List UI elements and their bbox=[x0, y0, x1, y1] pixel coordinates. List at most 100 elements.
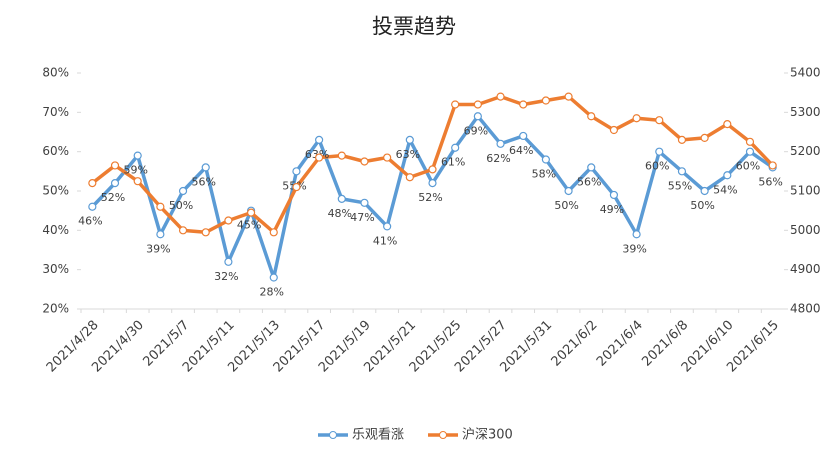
point bbox=[700, 186, 709, 196]
point bbox=[609, 125, 619, 135]
point bbox=[360, 198, 369, 207]
point bbox=[133, 151, 142, 160]
point bbox=[224, 257, 233, 266]
point bbox=[383, 153, 392, 162]
data-label: 56% bbox=[577, 175, 601, 188]
y2-tick-label: 5100 bbox=[790, 184, 821, 198]
data-label: 41% bbox=[373, 234, 397, 247]
data-label: 52% bbox=[418, 191, 442, 204]
chart-title: 投票趋势 bbox=[372, 15, 456, 39]
data-label: 49% bbox=[600, 203, 624, 216]
point bbox=[428, 179, 437, 188]
point bbox=[655, 116, 664, 125]
point bbox=[655, 147, 664, 156]
point bbox=[88, 202, 97, 211]
y-tick-label: 70% bbox=[42, 105, 69, 119]
point bbox=[110, 161, 120, 170]
y2-tick-label: 4900 bbox=[790, 262, 821, 276]
legend-marker bbox=[439, 431, 448, 439]
point bbox=[224, 216, 233, 225]
point bbox=[564, 92, 573, 101]
point bbox=[201, 163, 210, 172]
data-label: 47% bbox=[350, 211, 374, 224]
data-label: 45% bbox=[237, 219, 261, 232]
point bbox=[292, 182, 301, 192]
point bbox=[451, 100, 460, 109]
data-label: 63% bbox=[396, 148, 420, 161]
data-label: 28% bbox=[260, 286, 284, 299]
point bbox=[88, 179, 97, 188]
point bbox=[587, 163, 596, 172]
point bbox=[451, 143, 460, 152]
point bbox=[496, 92, 505, 101]
point bbox=[428, 165, 437, 174]
data-label: 50% bbox=[169, 199, 193, 212]
y-tick-label: 30% bbox=[42, 262, 69, 276]
y-tick-label: 60% bbox=[42, 144, 69, 158]
point bbox=[768, 161, 777, 170]
point bbox=[700, 133, 709, 142]
point bbox=[519, 131, 528, 141]
point bbox=[156, 230, 165, 239]
data-label: 60% bbox=[736, 160, 760, 173]
point bbox=[383, 222, 392, 231]
data-label: 56% bbox=[758, 175, 782, 188]
data-label: 59% bbox=[123, 164, 147, 177]
point bbox=[632, 114, 641, 123]
data-label: 39% bbox=[146, 242, 170, 255]
y-tick-label: 50% bbox=[42, 184, 69, 198]
data-label: 61% bbox=[441, 156, 465, 169]
point bbox=[587, 112, 596, 121]
data-label: 56% bbox=[191, 175, 215, 188]
point bbox=[292, 167, 301, 176]
point bbox=[337, 194, 346, 203]
legend-label: 沪深300 bbox=[462, 427, 513, 443]
point bbox=[745, 137, 755, 146]
point bbox=[496, 139, 505, 148]
data-label: 54% bbox=[713, 183, 737, 196]
point bbox=[360, 157, 369, 166]
data-label: 50% bbox=[690, 199, 714, 212]
point bbox=[405, 173, 414, 182]
y2-tick-label: 5400 bbox=[790, 66, 821, 80]
x-tick-label: 2021/6/2 bbox=[549, 318, 601, 370]
point bbox=[723, 171, 732, 180]
data-label: 69% bbox=[464, 124, 488, 137]
point bbox=[564, 186, 573, 196]
legend-item: 乐观看涨 bbox=[318, 427, 404, 443]
data-label: 62% bbox=[486, 152, 510, 165]
data-label: 32% bbox=[214, 270, 238, 283]
point bbox=[133, 177, 142, 186]
data-label: 58% bbox=[532, 168, 556, 181]
data-label: 64% bbox=[509, 144, 533, 157]
point bbox=[632, 230, 641, 239]
point bbox=[519, 100, 528, 109]
y2-tick-label: 4800 bbox=[790, 302, 821, 316]
y-tick-label: 80% bbox=[42, 66, 69, 80]
point bbox=[156, 202, 165, 211]
point bbox=[723, 120, 732, 129]
point bbox=[541, 96, 550, 105]
data-label: 55% bbox=[668, 179, 692, 192]
data-label: 39% bbox=[622, 242, 646, 255]
point bbox=[677, 167, 687, 176]
legend-marker bbox=[329, 431, 337, 439]
y2-tick-label: 5300 bbox=[790, 105, 821, 119]
data-label: 52% bbox=[101, 191, 125, 204]
y-tick-label: 20% bbox=[42, 302, 69, 316]
point bbox=[315, 153, 324, 162]
point bbox=[337, 151, 346, 160]
point bbox=[745, 147, 755, 156]
point bbox=[201, 228, 210, 237]
data-label: 46% bbox=[78, 215, 102, 228]
data-label: 48% bbox=[328, 207, 352, 220]
legend-label: 乐观看涨 bbox=[352, 427, 404, 443]
point bbox=[246, 208, 256, 217]
legend-item: 沪深300 bbox=[428, 427, 513, 443]
y2-tick-label: 5000 bbox=[790, 223, 821, 237]
point bbox=[269, 228, 278, 237]
point bbox=[178, 186, 188, 196]
point bbox=[178, 226, 188, 235]
point bbox=[315, 135, 324, 144]
